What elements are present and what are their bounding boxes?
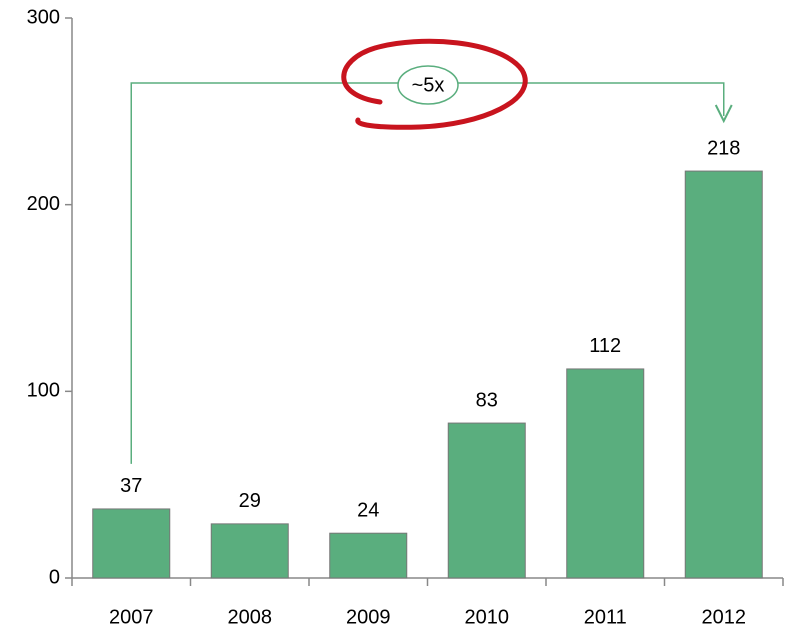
bar <box>684 170 763 579</box>
value-label: 29 <box>239 490 261 512</box>
x-tick-label: 2011 <box>584 606 627 628</box>
value-label: 218 <box>707 137 740 159</box>
bar <box>210 523 289 579</box>
arrow-head <box>714 104 733 124</box>
x-tick-label: 2008 <box>228 606 273 628</box>
bar <box>566 368 645 579</box>
y-tick-label: 0 <box>49 566 60 588</box>
y-tick-label: 200 <box>27 193 60 215</box>
value-label: 24 <box>357 499 379 521</box>
bar <box>92 508 171 579</box>
x-tick-label: 2007 <box>109 606 154 628</box>
y-tick-label: 300 <box>27 6 60 28</box>
annotation: ~5x <box>412 74 445 96</box>
x-tick-label: 2010 <box>465 606 510 628</box>
bar <box>329 532 408 579</box>
x-tick-label: 2009 <box>346 606 391 628</box>
bar <box>447 422 526 579</box>
value-label: 83 <box>476 389 498 411</box>
annotation-bubble <box>397 65 459 105</box>
value-label: 37 <box>120 475 142 497</box>
y-tick-label: 100 <box>27 380 60 402</box>
highlight-circle <box>341 38 528 130</box>
value-label: 112 <box>589 335 621 357</box>
x-tick-label: 2012 <box>702 606 747 628</box>
